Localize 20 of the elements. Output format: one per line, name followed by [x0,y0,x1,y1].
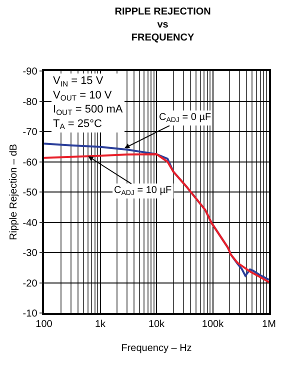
y-axis-title: Ripple Rejection – dB [8,144,20,240]
y-tick-label: -40 [22,218,38,229]
y-tick-label: -70 [22,127,38,138]
x-tick-label: 1M [262,318,276,330]
y-tick-label: -80 [22,96,38,108]
text: V$_{IN}$ = 15 V V$_{OUT}$ = 10 V I$_{OUT}$ = 500 mA T$_{A}$ = 25°C [53,75,123,132]
y-tick-label: -50 [22,188,38,198]
x-tick-label: 100 [36,318,53,330]
x-tick-label: 10k [148,318,166,330]
y-tick-label: -10 [22,308,38,320]
y-tick-label: -20 [22,278,38,290]
y-tick-label: -90 [22,66,38,78]
y-tick-label: -30 [22,248,38,259]
x-axis-title: Frequency – Hz [121,342,192,354]
annotation: C$_{ADJ}$ = 10 µF [114,185,172,198]
x-tick-label: 100k [202,318,225,330]
chart-title: RIPPLE REJECTION vs FREQUENCY [114,6,211,44]
annotation: C$_{ADJ}$ = 0 µF [159,112,212,124]
x-tick-label: 1k [94,318,107,330]
y-tick-label: -60 [22,157,38,168]
